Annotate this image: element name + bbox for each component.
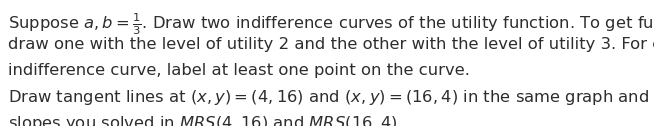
Text: slopes you solved in $\mathit{MRS}(4, 16)$ and $\mathit{MRS}(16, 4)$.: slopes you solved in $\mathit{MRS}(4, 16…	[8, 114, 402, 126]
Text: indifference curve, label at least one point on the curve.: indifference curve, label at least one p…	[8, 63, 470, 78]
Text: Suppose $\mathit{a, b} = \frac{1}{3}$. Draw two indifference curves of the utili: Suppose $\mathit{a, b} = \frac{1}{3}$. D…	[8, 11, 654, 37]
Text: draw one with the level of utility 2 and the other with the level of utility 3. : draw one with the level of utility 2 and…	[8, 37, 654, 52]
Text: Draw tangent lines at $(x, y) = (4, 16)$ and $(x, y) = (16, 4)$ in the same grap: Draw tangent lines at $(x, y) = (4, 16)$…	[8, 88, 654, 107]
